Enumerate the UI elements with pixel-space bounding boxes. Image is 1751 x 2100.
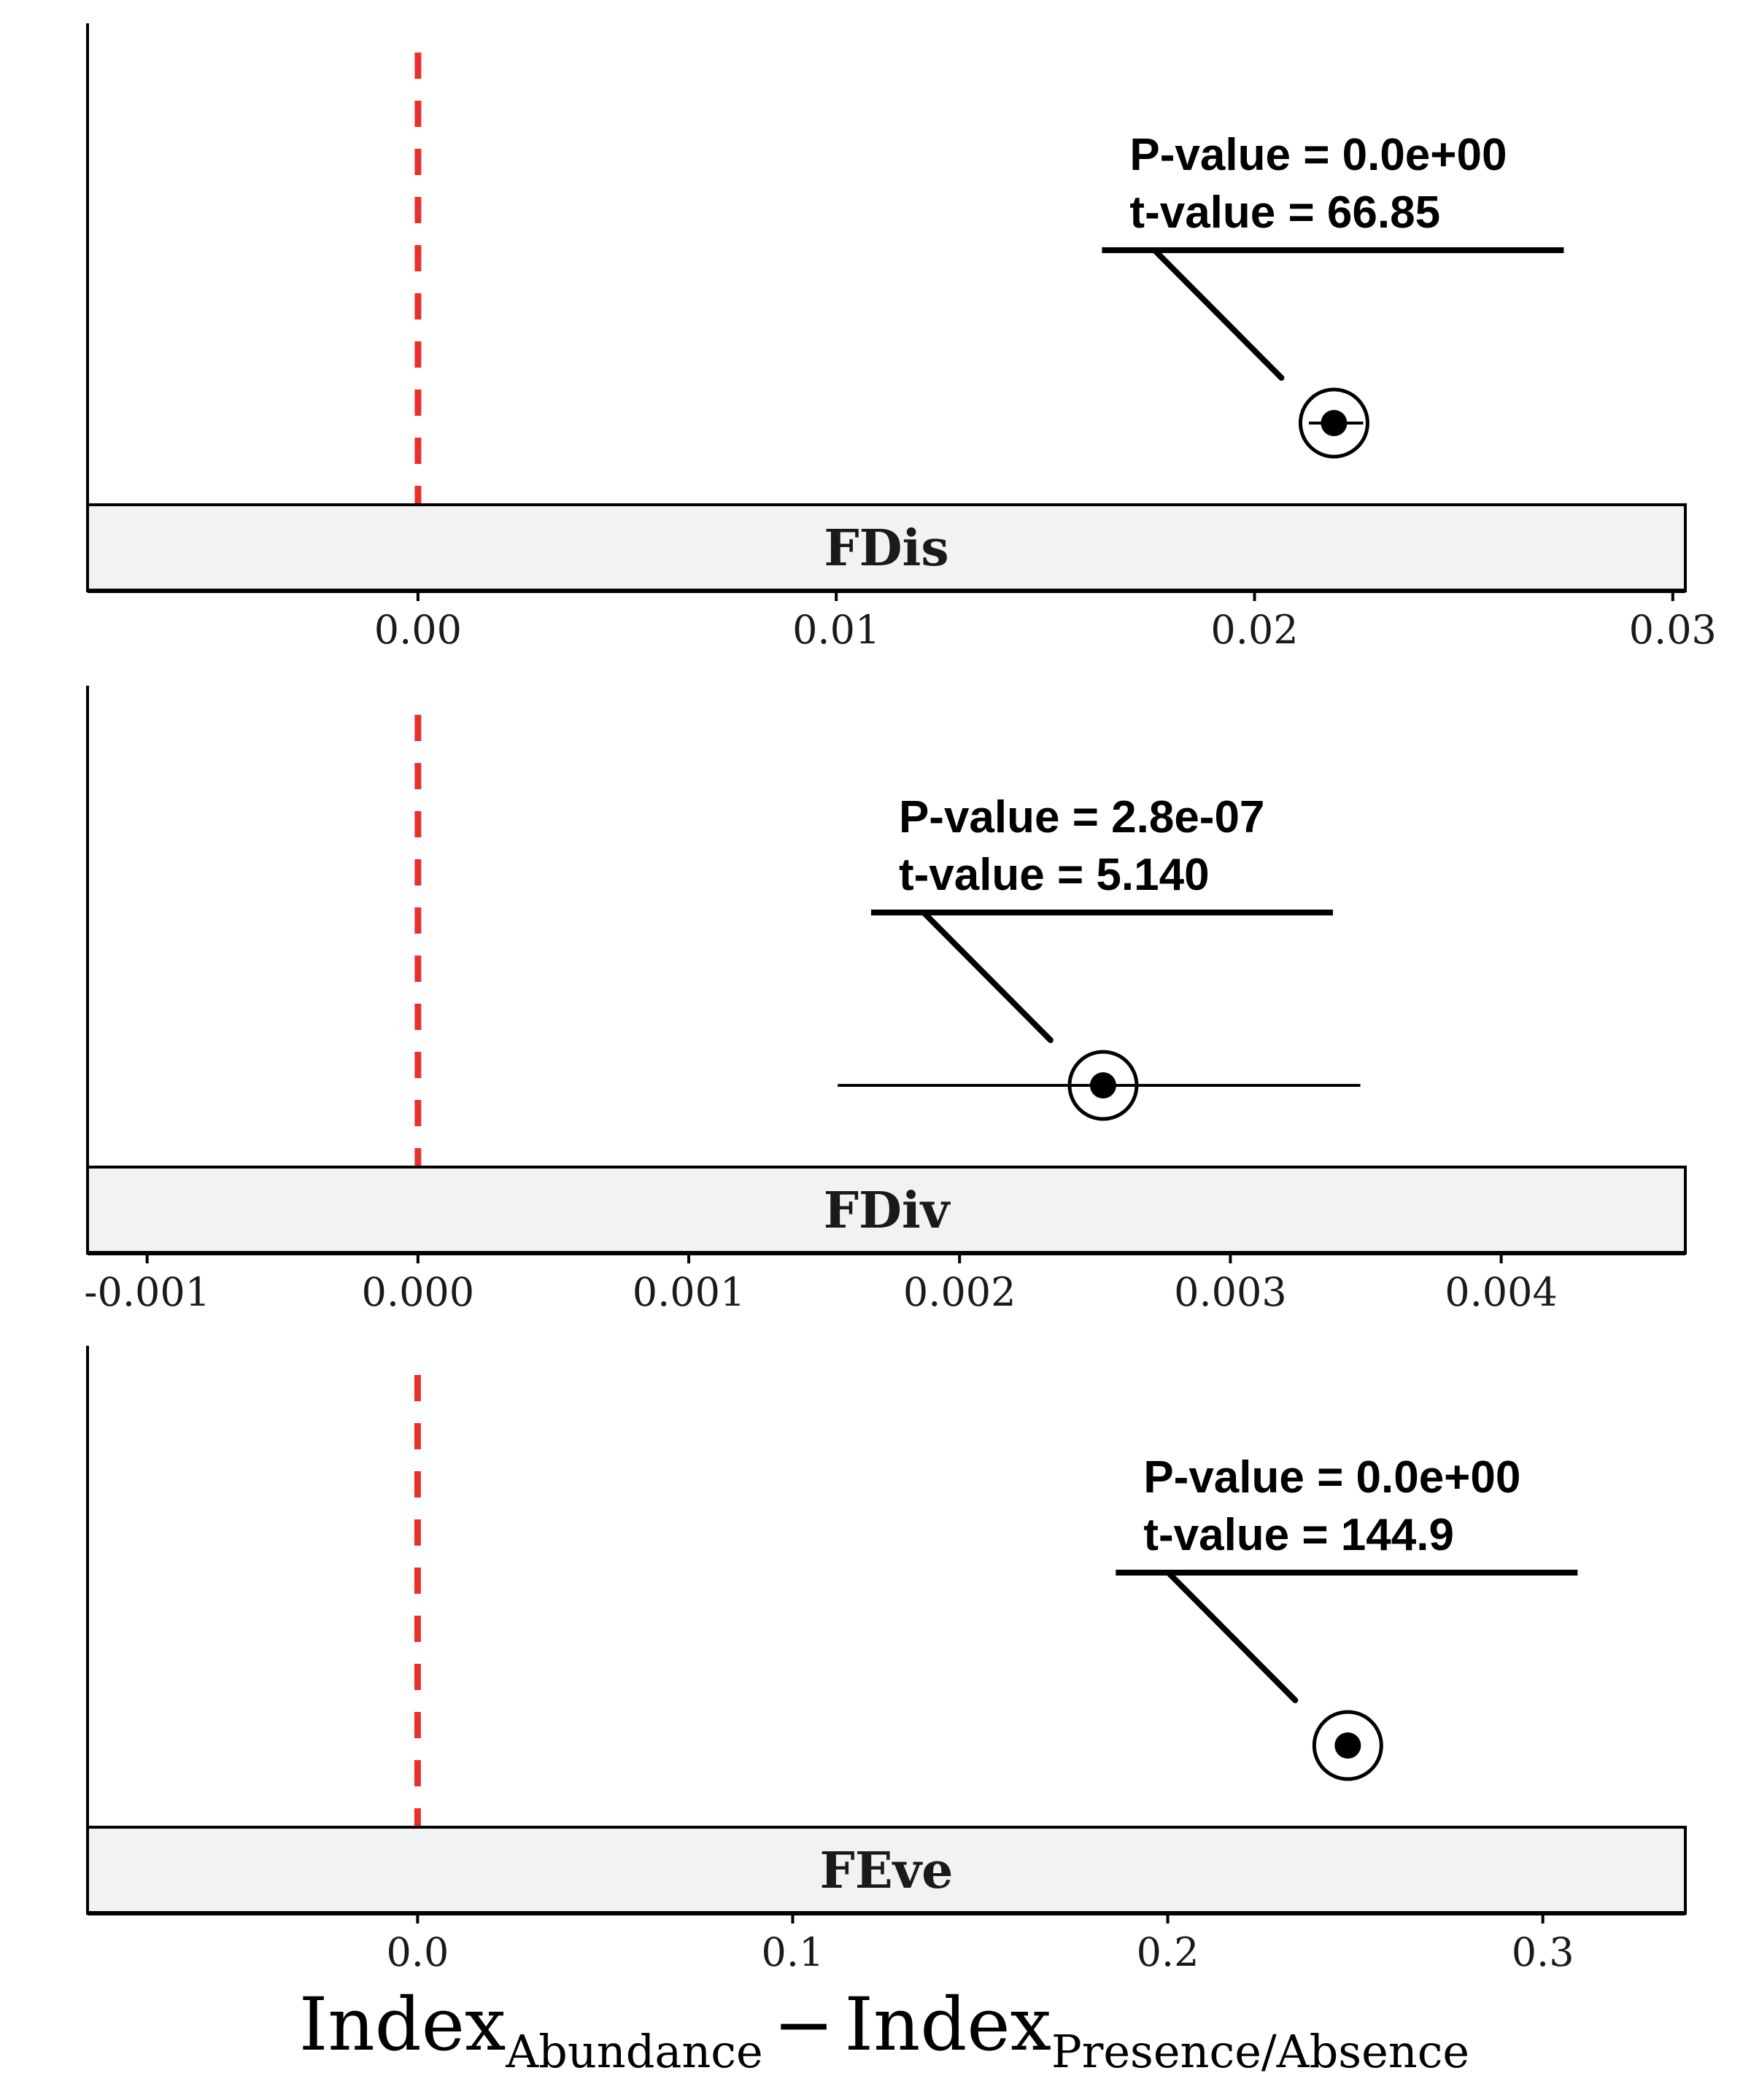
x-tick-label: 0.001 <box>633 1269 746 1315</box>
point-ring <box>1312 1710 1383 1781</box>
x-tick-label: -0.001 <box>84 1269 210 1315</box>
annotation-leader-line <box>920 910 1054 1043</box>
annotation-t-value: t-value = 5.140 <box>899 850 1210 900</box>
xlabel-sub-abundance: Abundance <box>505 2025 762 2078</box>
xlabel-index-b: Index <box>845 1982 1052 2067</box>
point-estimate <box>1321 410 1348 436</box>
annotation-t-value: t-value = 144.9 <box>1143 1510 1454 1560</box>
facet-strip-label: FDis <box>824 519 948 578</box>
xlabel-minus: − <box>773 1982 835 2067</box>
x-tick-label: 0.1 <box>762 1929 824 1975</box>
facet-strip <box>86 1826 1687 1915</box>
panel-fdiv: FDiv -0.001 0.000 0.001 0.002 0.003 0.004 P-val… <box>84 686 1687 1315</box>
annotation-leader-line <box>1151 247 1285 381</box>
facet-strip-label: FEve <box>820 1842 954 1900</box>
x-tick-label: 0.003 <box>1174 1269 1287 1315</box>
panel-fdis: FDis 0.00 0.01 0.02 0.03 P-value = 0.0e+00 t-v… <box>86 23 1717 653</box>
point-estimate <box>1089 1072 1116 1099</box>
annotation-p-value: P-value = 0.0e+00 <box>1129 130 1507 180</box>
x-tick-label: 0.00 <box>374 607 462 653</box>
xlabel-index-a: Index <box>299 1982 506 2067</box>
panel-feve: FEve 0.0 0.1 0.2 0.3 P-value = 0.0e+00 t-value… <box>86 1346 1687 1975</box>
x-tick-label: 0.000 <box>362 1269 475 1315</box>
x-tick-label: 0.2 <box>1137 1929 1199 1975</box>
x-axis-title: IndexAbundance − IndexPresence/Absence <box>299 1982 1469 2078</box>
xlabel-sub-presence-absence: Presence/Absence <box>1051 2025 1469 2078</box>
facet-strip-label: FDiv <box>824 1182 951 1240</box>
x-tick-label: 0.002 <box>903 1269 1016 1315</box>
annotation-p-value: P-value = 0.0e+00 <box>1143 1452 1520 1503</box>
facet-strip <box>86 1166 1687 1255</box>
point-estimate <box>1334 1732 1361 1759</box>
svg-text:IndexAbundance−IndexPresence/A: IndexAbundance − IndexPresence/Absence <box>299 1982 1469 2078</box>
point-ring <box>1067 1050 1139 1121</box>
annotation-leader-line <box>1165 1570 1299 1703</box>
x-tick-label: 0.3 <box>1512 1929 1574 1975</box>
x-tick-label: 0.01 <box>792 607 880 653</box>
x-tick-label: 0.02 <box>1210 607 1298 653</box>
annotation-p-value: P-value = 2.8e-07 <box>899 792 1264 842</box>
x-tick-label: 0.0 <box>386 1929 449 1975</box>
annotation-t-value: t-value = 66.85 <box>1129 187 1440 238</box>
x-tick-label: 0.03 <box>1629 607 1717 653</box>
point-ring <box>1298 387 1369 459</box>
x-tick-label: 0.004 <box>1445 1269 1558 1315</box>
